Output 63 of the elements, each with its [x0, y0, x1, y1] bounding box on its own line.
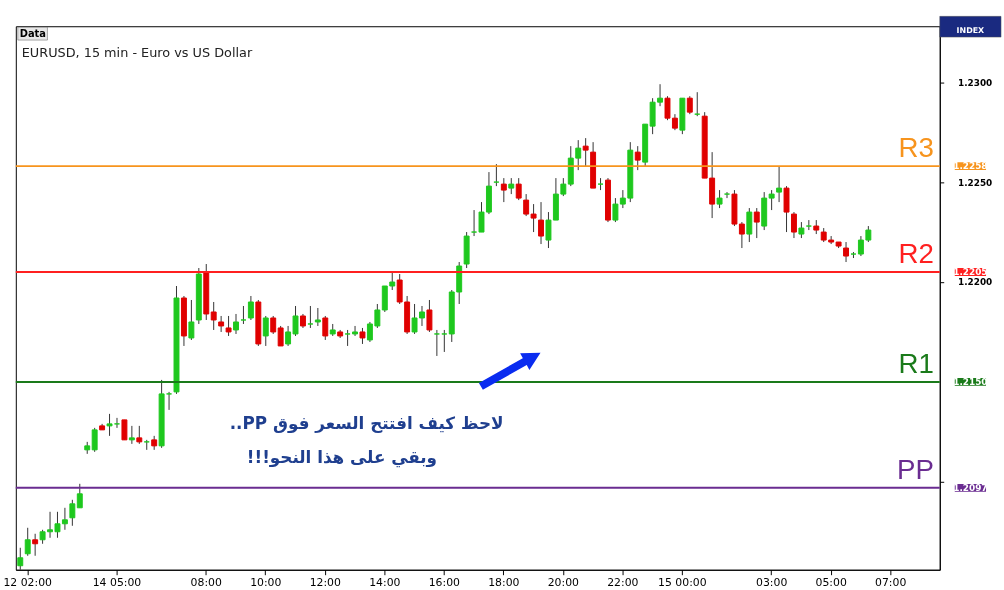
- candlestick: [277, 325, 284, 347]
- x-tick-label: 05:00: [815, 576, 847, 590]
- candlestick: [210, 301, 217, 331]
- candlestick: [121, 419, 128, 441]
- candlestick: [582, 137, 589, 167]
- candlestick: [322, 315, 329, 341]
- candlestick: [515, 177, 522, 201]
- ref-line-label: R3: [898, 132, 934, 164]
- candlestick: [128, 425, 135, 445]
- ref-line-label: PP: [896, 453, 934, 485]
- x-tick-label: 14:00: [369, 576, 401, 590]
- candlestick: [76, 483, 83, 509]
- candlestick: [426, 299, 433, 333]
- candlestick: [352, 325, 359, 337]
- ref-line-label: R1: [898, 348, 934, 380]
- candlestick: [768, 189, 775, 211]
- candlestick: [188, 299, 195, 341]
- x-tick-label: 12 02:00: [3, 576, 53, 590]
- candlestick: [69, 499, 76, 527]
- candlestick: [790, 211, 797, 239]
- x-tick-label: 08:00: [190, 576, 222, 590]
- x-tick-label: 18:00: [488, 576, 520, 590]
- candlestick: [783, 185, 790, 233]
- candlestick: [218, 315, 225, 333]
- annotation: Data: [19, 28, 47, 40]
- candlestick: [493, 163, 500, 187]
- candlestick: [433, 329, 440, 357]
- candlestick: [441, 329, 448, 353]
- candlestick: [753, 207, 760, 239]
- annotation: وبقي على هذا النحو!!!: [246, 447, 437, 469]
- candlestick: [746, 207, 753, 243]
- candlestick: [247, 295, 254, 321]
- candlestick: [307, 305, 314, 329]
- candlestick: [538, 201, 544, 245]
- candlestick: [17, 547, 24, 571]
- text: INDEX: [956, 26, 985, 36]
- candlestick: [91, 427, 98, 453]
- annotation: لاحظ كيف افتتح السعر فوق PP..: [229, 413, 504, 435]
- candlestick: [634, 145, 641, 171]
- ref-line-label: R2: [898, 238, 934, 270]
- y-tick-label: 1.2250: [958, 177, 993, 188]
- candlestick: [233, 313, 239, 335]
- candlestick: [106, 413, 113, 437]
- x-tick-label: 10:00: [250, 576, 282, 590]
- candlestick: [225, 315, 232, 337]
- x-tick-label: 12:00: [309, 576, 342, 590]
- candlestick: [843, 241, 849, 263]
- x-tick-label: 16:00: [428, 576, 461, 590]
- candlestick: [24, 527, 31, 557]
- candlestick: [32, 533, 39, 557]
- candlestick: [166, 391, 173, 411]
- text: EURUSD, 15 min - Euro vs US Dollar: [21, 44, 253, 60]
- candlestick: [776, 165, 783, 203]
- x-tick-label: 07:00: [875, 576, 907, 590]
- x-tick-label: 22:00: [607, 576, 639, 590]
- candlestick: [500, 177, 507, 203]
- x-tick-label: 03:00: [755, 576, 788, 590]
- y-tick-label: 1.2200: [958, 277, 993, 288]
- x-tick-label: 15 00:00: [658, 576, 707, 590]
- x-tick-label: 14 05:00: [92, 576, 142, 590]
- x-tick-label: 20:00: [547, 576, 580, 590]
- y-tick-label: 1.2300: [958, 77, 993, 88]
- candlestick: [262, 315, 269, 347]
